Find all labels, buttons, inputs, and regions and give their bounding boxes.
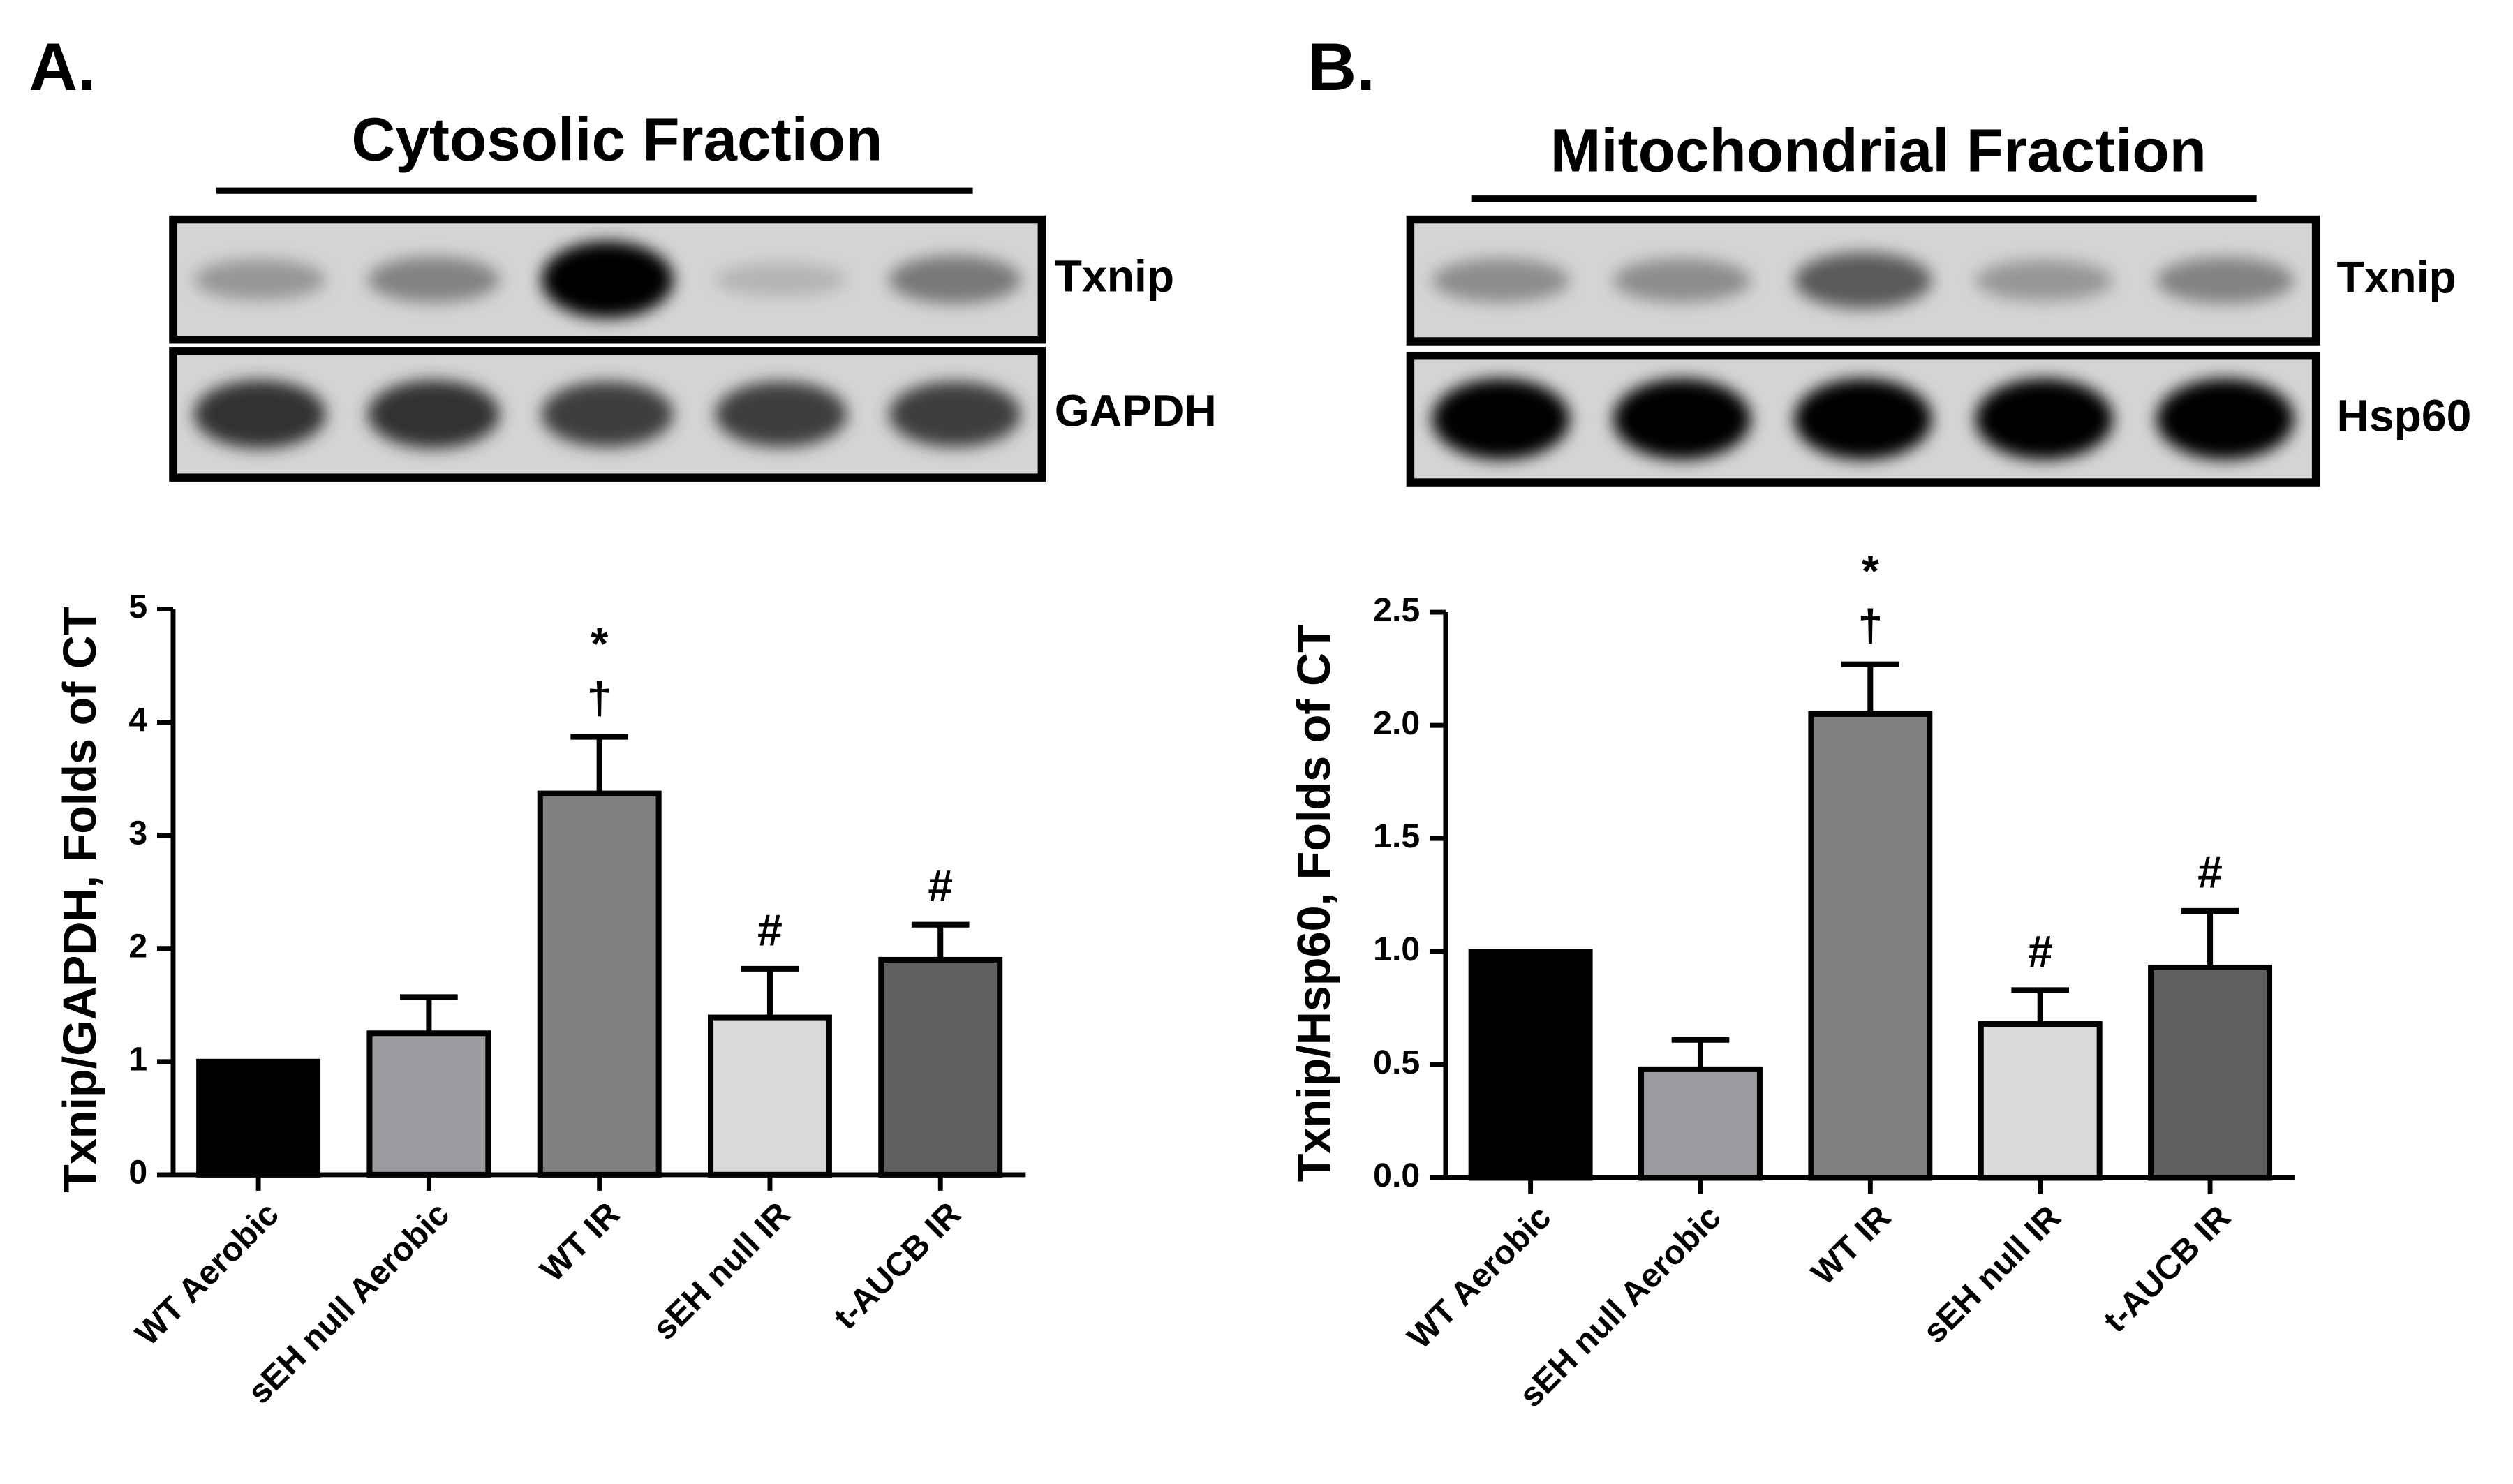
blot-frame <box>1406 351 2320 487</box>
blot-band <box>1613 378 1751 460</box>
fraction-header: Mitochondrial Fraction <box>1550 117 2207 185</box>
blot-band <box>2156 378 2295 460</box>
blot-bands <box>1432 378 2295 460</box>
y-tick-label: 0.5 <box>1373 1044 1420 1081</box>
y-tick-label: 3 <box>128 814 147 852</box>
blot-frame <box>169 215 1046 344</box>
blot-label: Hsp60 <box>2336 390 2471 440</box>
blot-band <box>1794 378 1932 460</box>
x-tick-label: t-AUCB IR <box>826 1195 968 1337</box>
blot-band <box>1432 378 1570 460</box>
bar <box>1978 1021 2103 1181</box>
y-tick-label: 0.0 <box>1373 1157 1420 1194</box>
significance-mark: † <box>1858 600 1883 651</box>
bar <box>366 1030 491 1178</box>
bar <box>1638 1066 1763 1181</box>
significance-mark: # <box>2197 847 2223 897</box>
bar <box>707 1014 832 1178</box>
bar <box>1468 949 1593 1181</box>
y-tick-label: 1 <box>128 1041 147 1078</box>
blot-bands <box>193 380 1021 449</box>
fraction-header: Cytosolic Fraction <box>351 106 882 174</box>
blot-frame <box>169 347 1046 482</box>
y-tick-label: 1.5 <box>1373 817 1420 855</box>
significance-mark: # <box>928 861 953 911</box>
blot-band <box>541 381 674 447</box>
bar <box>196 1058 321 1178</box>
blot-band <box>889 381 1021 447</box>
blot-band <box>1975 378 2114 460</box>
bar <box>2148 964 2273 1181</box>
blot-label: Txnip <box>2336 252 2456 302</box>
y-tick-label: 2.0 <box>1373 704 1420 742</box>
significance-mark: * <box>1862 546 1879 596</box>
y-tick-label: 0 <box>128 1154 147 1192</box>
y-tick-label: 2.5 <box>1373 591 1420 629</box>
significance-mark: # <box>2028 926 2053 977</box>
x-tick-label: WT Aerobic <box>128 1195 286 1353</box>
blot-band <box>541 241 674 318</box>
y-axis-title: Txnip/GAPDH, Folds of CT <box>54 607 106 1193</box>
x-tick-label: sEH null IR <box>646 1195 798 1347</box>
y-tick-label: 4 <box>128 701 147 739</box>
bar <box>878 956 1003 1178</box>
blot-band <box>367 380 500 449</box>
blot-band <box>367 256 500 303</box>
x-tick-label: WT IR <box>1804 1199 1898 1293</box>
blot-band <box>2156 257 2295 304</box>
blot-band <box>1613 258 1751 303</box>
panel-label: B. <box>1307 30 1374 105</box>
blot-band <box>193 380 326 449</box>
blot-band <box>1794 252 1932 309</box>
y-tick-label: 5 <box>128 588 147 625</box>
blot-bands <box>1432 252 2295 309</box>
bar <box>1808 711 1933 1181</box>
blot-bands <box>193 241 1021 318</box>
blot-band <box>715 381 847 447</box>
x-tick-label: t-AUCB IR <box>2096 1199 2238 1340</box>
blot-band <box>715 262 847 297</box>
blot-band <box>1432 258 1570 303</box>
x-tick-label: WT IR <box>533 1195 628 1289</box>
blot-band <box>889 255 1021 304</box>
significance-mark: # <box>757 905 783 955</box>
x-tick-label: WT Aerobic <box>1400 1199 1558 1356</box>
blot-band <box>193 259 326 300</box>
blot-label: Txnip <box>1055 251 1174 302</box>
y-tick-label: 1.0 <box>1373 930 1420 968</box>
panel-label: A. <box>29 30 96 105</box>
blot-band <box>1975 260 2114 302</box>
blot-frame <box>1406 215 2320 346</box>
bar <box>537 790 662 1178</box>
y-axis-title: Txnip/Hsp60, Folds of CT <box>1289 624 1340 1182</box>
significance-mark: † <box>587 673 612 723</box>
significance-mark: * <box>591 618 608 669</box>
x-tick-label: sEH null IR <box>1915 1199 2068 1351</box>
y-tick-label: 2 <box>128 927 147 965</box>
blot-label: GAPDH <box>1055 385 1217 436</box>
